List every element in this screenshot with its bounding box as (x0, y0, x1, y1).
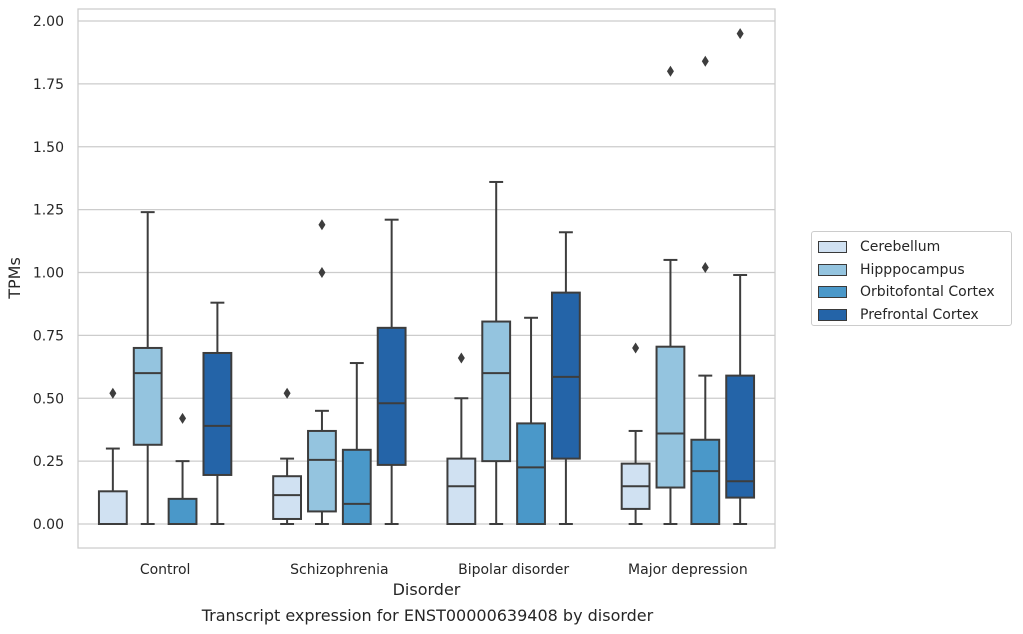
box (167, 497, 198, 526)
outlier-point (109, 387, 117, 399)
legend-label: Prefrontal Cortex (860, 306, 979, 323)
y-tick-label: 2.00 (33, 14, 64, 30)
y-tick-label: 1.00 (33, 266, 64, 282)
x-tick-label: Schizophrenia (290, 562, 388, 578)
y-tick-label: 1.25 (33, 203, 64, 219)
box (446, 457, 477, 525)
x-tick-labels: Control Schizophrenia Bipolar disorder Majo… (140, 562, 748, 578)
legend-label: Cerebellum (860, 239, 941, 256)
box (307, 429, 337, 513)
outlier-point (701, 261, 709, 273)
box-series (97, 28, 756, 526)
outlier-point (701, 55, 709, 67)
legend-swatch (818, 263, 847, 276)
grid-lines (78, 20, 775, 525)
box (97, 490, 128, 525)
box (655, 345, 686, 489)
outlier-point (318, 267, 326, 278)
x-tick-label: Major depression (628, 562, 748, 578)
y-axis-label: TPMs (5, 257, 24, 300)
y-tick-label: 1.50 (33, 140, 64, 156)
box (550, 291, 581, 460)
y-tick-label: 0.75 (33, 328, 64, 344)
y-tick-label: 1.75 (33, 77, 64, 93)
box (725, 374, 756, 499)
legend-swatch (818, 241, 847, 254)
outlier-point (666, 65, 674, 77)
box (272, 475, 303, 520)
legend-label: Orbitofontal Cortex (860, 284, 995, 301)
legend-item: Orbitofontal Cortex (818, 281, 1011, 304)
legend-label: Hipppocampus (860, 261, 965, 278)
legend-item: Hipppocampus (818, 259, 1011, 282)
x-tick-label: Bipolar disorder (458, 562, 569, 578)
y-tick-label: 0.25 (33, 454, 64, 470)
y-tick-label: 0.00 (33, 517, 64, 533)
legend-swatch (818, 286, 847, 299)
x-tick-label: Control (140, 562, 191, 578)
plot-frame (77, 8, 776, 549)
legend-item: Cerebellum (818, 236, 1011, 259)
figure-caption: Transcript expression for ENST0000063940… (201, 606, 654, 625)
box (132, 346, 163, 446)
box (690, 438, 721, 525)
outlier-point (179, 412, 187, 424)
box (481, 320, 512, 463)
box (341, 448, 372, 525)
box (376, 326, 407, 466)
legend-swatch (818, 308, 847, 321)
outlier-point (457, 352, 465, 364)
outlier-point (283, 387, 291, 399)
y-tick-labels: 0.00 0.25 0.50 0.75 1.00 1.25 1.50 1.75 2.00 (33, 14, 64, 533)
legend-item: Prefrontal Cortex (818, 304, 1011, 327)
y-tick-label: 0.50 (33, 391, 64, 407)
x-axis-label: Disorder (393, 580, 461, 599)
outlier-point (318, 219, 326, 231)
box (516, 422, 546, 525)
outlier-point (736, 28, 744, 40)
outlier-point (632, 342, 640, 354)
box (202, 351, 233, 476)
legend: Cerebellum Hipppocampus Orbitofontal Corte… (811, 231, 1012, 326)
